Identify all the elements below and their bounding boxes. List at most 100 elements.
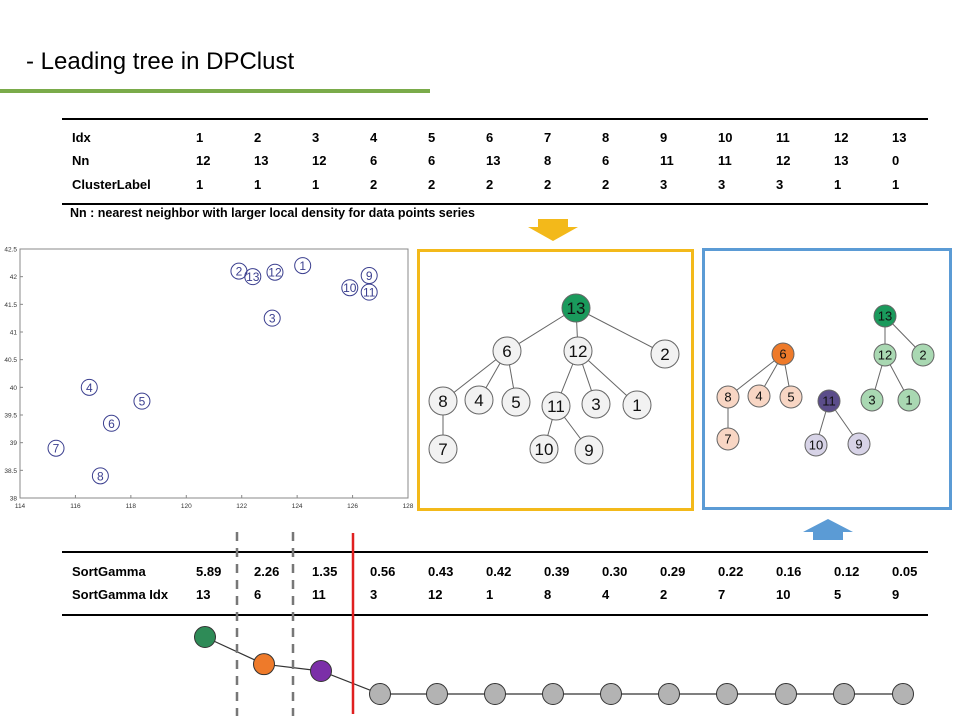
cluster-tree-node-label: 8: [724, 390, 731, 405]
leading-tree-node-label: 6: [502, 342, 511, 361]
neighbor-table-cell: 12: [312, 153, 327, 168]
neighbor-table-cell: 13: [486, 153, 501, 168]
sortgamma-table-cell: 13: [196, 587, 211, 602]
gamma-point: [775, 683, 797, 705]
y-tick-label: 41.5: [4, 302, 17, 309]
leading-tree-node: 13: [561, 293, 591, 323]
neighbor-table-cell: 1: [196, 130, 204, 145]
sortgamma-table-row-label: SortGamma Idx: [72, 587, 169, 602]
gamma-point: [892, 683, 914, 705]
neighbor-table-cell: 6: [602, 153, 610, 168]
cluster-tree-node-label: 1: [905, 393, 912, 408]
cluster-tree-node-label: 2: [919, 348, 926, 363]
scatter-point-label: 9: [366, 269, 373, 283]
leading-tree-node-label: 5: [511, 393, 520, 412]
sortgamma-table-cell: 0.29: [660, 564, 686, 579]
x-tick-label: 122: [236, 503, 247, 510]
neighbor-table-cell: 3: [312, 130, 320, 145]
cluster-tree-node-label: 7: [724, 432, 731, 447]
leading-tree-edge: [575, 307, 666, 355]
neighbor-table-cell: 6: [428, 153, 436, 168]
nn-note: Nn : nearest neighbor with larger local …: [70, 206, 475, 220]
sortgamma-table-cell: 0.56: [370, 564, 396, 579]
cluster-tree-node: 5: [779, 385, 803, 409]
sortgamma-table-cell: 1: [486, 587, 494, 602]
sortgamma-table-cell: 0.30: [602, 564, 628, 579]
leading-tree-node: 11: [541, 391, 571, 421]
scatter-point: 1: [294, 257, 312, 275]
scatter-axes-box: [19, 248, 409, 499]
cluster-tree-node-circle: [897, 388, 921, 412]
sortgamma-table-cell: 0.43: [428, 564, 454, 579]
leading-tree-node-circle: [541, 391, 571, 421]
cluster-tree-node-label: 10: [809, 438, 823, 453]
x-tick-label: 128: [403, 503, 414, 510]
neighbor-table-cell: 6: [486, 130, 494, 145]
neighbor-table-cell: 2: [602, 177, 610, 192]
sortgamma-table-cell: 4: [602, 587, 610, 602]
neighbor-table-cell: 4: [370, 130, 378, 145]
cluster-tree-node-label: 6: [779, 347, 786, 362]
leading-tree-node-circle: [501, 387, 531, 417]
sortgamma-table-cell: 3: [370, 587, 378, 602]
sortgamma-table-cell: 9: [892, 587, 900, 602]
y-tick-label: 39: [10, 440, 18, 447]
leading-tree-node-label: 8: [438, 392, 447, 411]
leading-tree-node: 2: [650, 339, 680, 369]
leading-tree-node: 7: [428, 434, 458, 464]
neighbor-table-cell: 11: [718, 153, 732, 168]
cluster-tree-node-circle: [804, 433, 828, 457]
scatter-point: 3: [263, 309, 281, 327]
x-tick-label: 116: [70, 503, 81, 510]
bottom-table-rule-bottom: [62, 614, 928, 616]
x-tick-label: 114: [15, 503, 26, 510]
scatter-point-marker: [360, 283, 378, 301]
scatter-point-label: 11: [363, 286, 376, 300]
gamma-point: [484, 683, 506, 705]
leading-tree-node-circle: [563, 336, 593, 366]
neighbor-table-cell: 13: [254, 153, 269, 168]
neighbor-table-cell: 13: [834, 153, 849, 168]
leading-tree-node-label: 9: [584, 441, 593, 460]
leading-tree-node-circle: [650, 339, 680, 369]
cluster-tree-node-circle: [771, 342, 795, 366]
sortgamma-table-cell: 11: [312, 587, 326, 602]
leading-tree-node-label: 2: [660, 345, 669, 364]
leading-tree-panel: [417, 249, 694, 511]
gamma-point: [426, 683, 448, 705]
cluster-tree-node: 11: [817, 389, 841, 413]
scatter-point-label: 5: [139, 395, 146, 409]
scatter-point: 11: [360, 283, 378, 301]
neighbor-table-cell: 1: [254, 177, 262, 192]
leading-tree-node-label: 4: [474, 391, 483, 410]
sortgamma-table-row-label: SortGamma: [72, 564, 146, 579]
scatter-point-marker: [80, 378, 98, 396]
y-tick-label: 42: [10, 274, 18, 281]
neighbor-table-cell: 0: [892, 153, 900, 168]
leading-tree-node-label: 3: [591, 395, 600, 414]
y-tick-label: 39.5: [4, 413, 17, 420]
scatter-point-label: 10: [343, 281, 357, 295]
neighbor-table-cell: 1: [892, 177, 900, 192]
leading-tree-node-circle: [574, 435, 604, 465]
sortgamma-table-cell: 1.35: [312, 564, 338, 579]
cluster-tree-node-label: 4: [755, 389, 762, 404]
y-tick-label: 42.5: [4, 247, 17, 254]
cluster-tree-diagram: 6 8 4 5 7 11 10 9 13 12 2 3 1: [716, 304, 935, 457]
cluster-tree-node-label: 9: [855, 437, 862, 452]
neighbor-table-cell: 2: [428, 177, 436, 192]
leading-tree-node-circle: [529, 434, 559, 464]
cluster-tree-node: 12: [873, 343, 897, 367]
leading-tree-diagram: 13 6 12 2 8 4 5 11 3 1 7 10 9: [428, 293, 680, 465]
scatter-point-label: 1: [299, 259, 306, 273]
scatter-point-label: 7: [53, 442, 60, 456]
sortgamma-table-cell: 0.16: [776, 564, 802, 579]
sortgamma-table-cell: 5.89: [196, 564, 222, 579]
scatter-point-label: 2: [236, 265, 243, 279]
scatter-point-label: 3: [269, 312, 276, 326]
y-tick-label: 38: [10, 496, 18, 503]
scatter-point-label: 13: [246, 270, 260, 284]
gamma-point: [253, 653, 275, 676]
y-tick-label: 41: [10, 330, 18, 337]
neighbor-table-cell: 7: [544, 130, 552, 145]
